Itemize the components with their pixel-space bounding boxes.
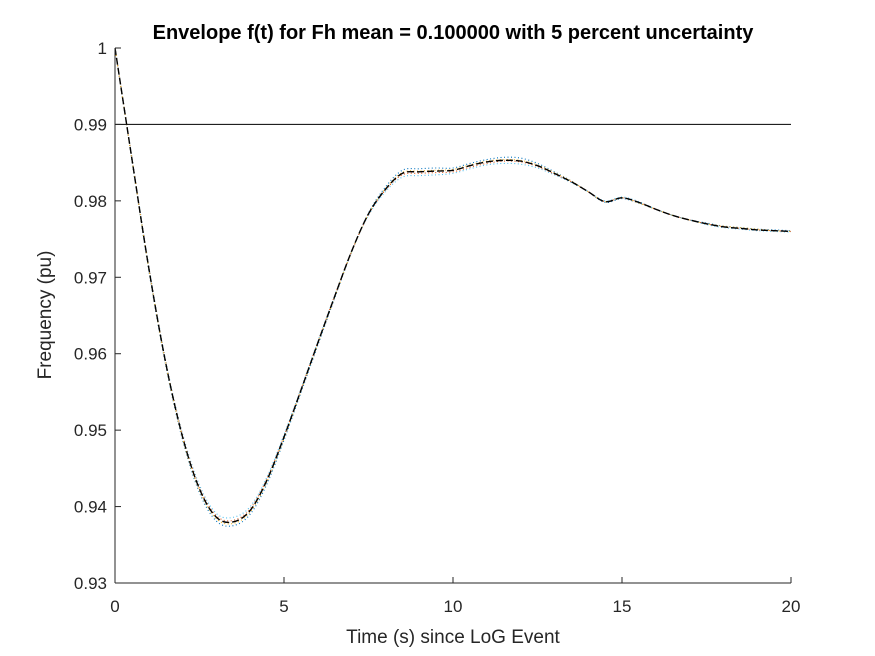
y-tick-label: 0.93 [74, 574, 107, 593]
y-axis-label: Frequency (pu) [35, 251, 56, 380]
y-tick-label: 0.99 [74, 115, 107, 134]
y-ticks: 0.93 0.94 0.95 0.96 0.97 0.98 0.99 1 [74, 39, 121, 593]
y-tick-label: 1 [98, 39, 107, 58]
y-tick-label: 0.95 [74, 421, 107, 440]
chart-title: Envelope f(t) for Fh mean = 0.100000 wit… [153, 22, 755, 44]
y-tick-label: 0.94 [74, 498, 107, 517]
y-tick-label: 0.96 [74, 345, 107, 364]
y-tick-label: 0.97 [74, 268, 107, 287]
y-tick-label: 0.98 [74, 192, 107, 211]
x-tick-label: 0 [110, 597, 119, 616]
x-tick-label: 5 [279, 597, 288, 616]
series-line-0 [115, 48, 791, 524]
x-tick-label: 10 [444, 597, 463, 616]
series-line-4 [115, 48, 791, 525]
series-layer [115, 48, 791, 527]
x-tick-label: 20 [782, 597, 801, 616]
series-line-1 [115, 48, 791, 527]
x-ticks: 0 5 10 15 20 [110, 577, 800, 616]
x-tick-label: 15 [613, 597, 632, 616]
x-axis-label: Time (s) since LoG Event [346, 627, 560, 648]
